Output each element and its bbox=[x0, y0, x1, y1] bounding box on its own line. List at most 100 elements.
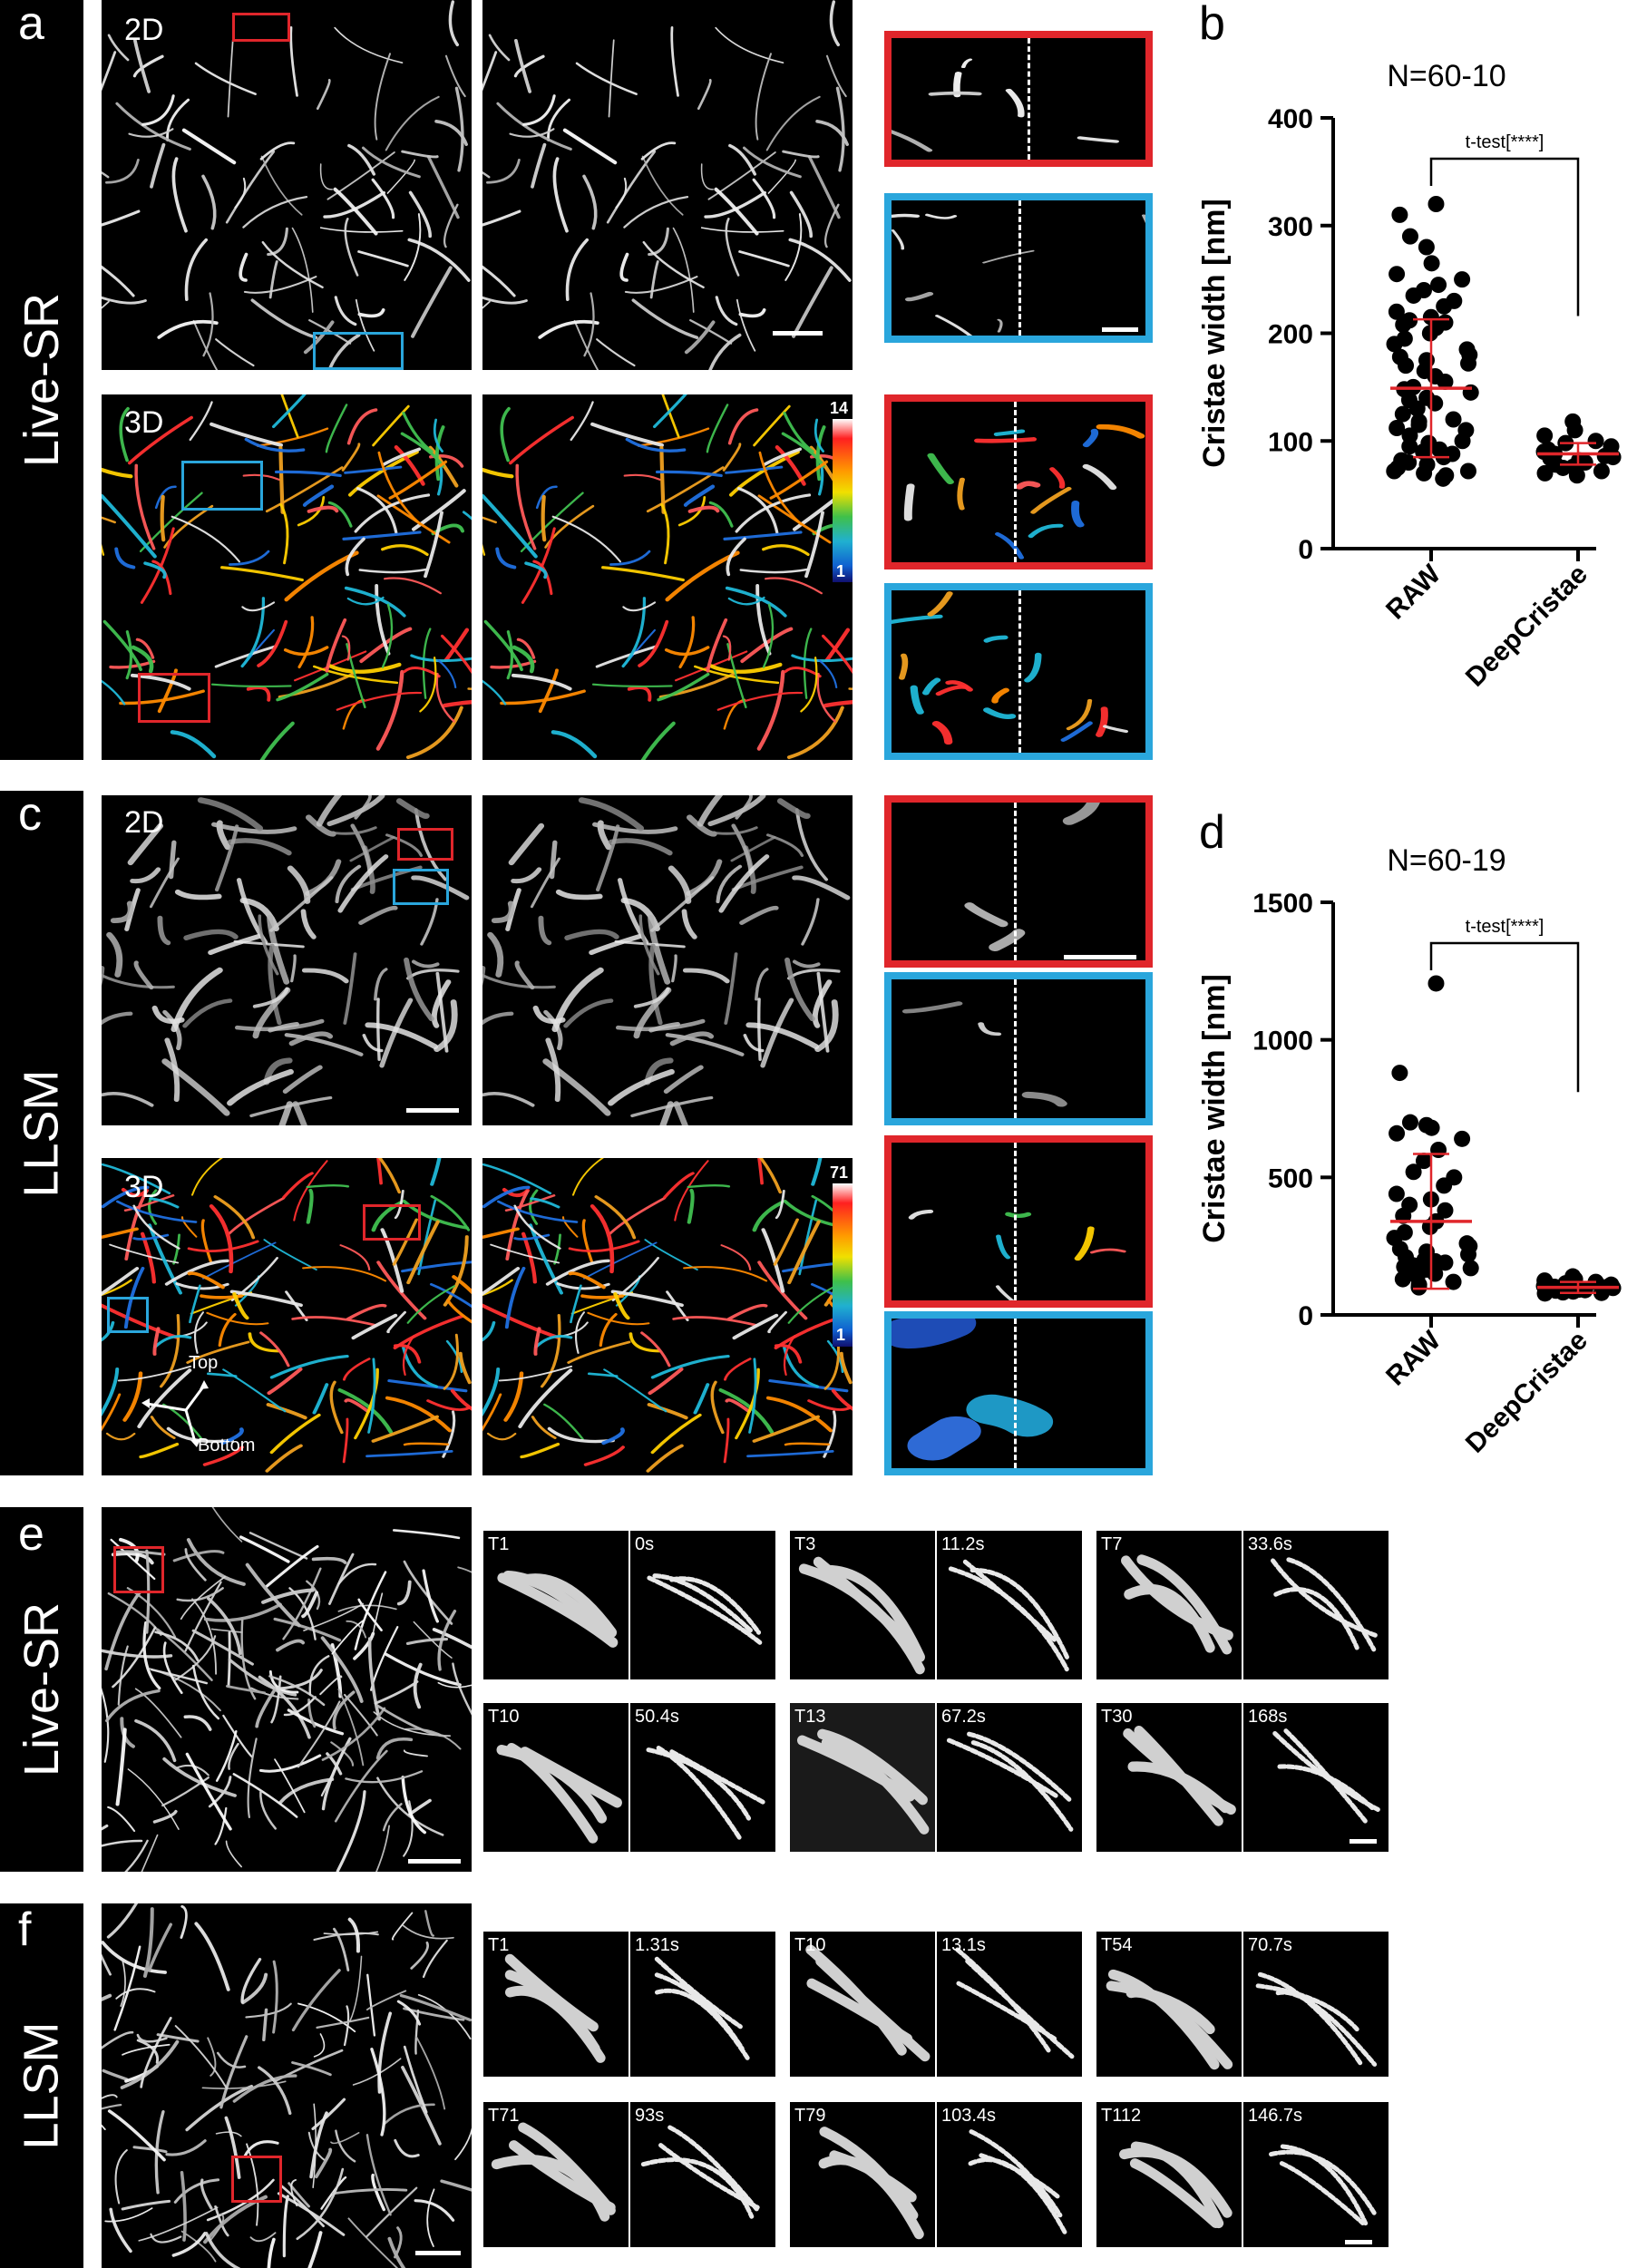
filament bbox=[666, 1290, 689, 1321]
filament bbox=[784, 957, 815, 1022]
filament bbox=[1255, 1983, 1359, 2032]
filament bbox=[541, 494, 547, 542]
filament bbox=[595, 645, 658, 668]
filament bbox=[206, 1311, 269, 1326]
filament bbox=[312, 2103, 317, 2189]
filament bbox=[757, 1158, 764, 1185]
filament bbox=[783, 1346, 820, 1388]
frame-index-label: T79 bbox=[794, 2106, 826, 2126]
filament bbox=[817, 1728, 928, 1806]
filament bbox=[302, 484, 335, 507]
line-profile bbox=[1018, 590, 1021, 753]
filament bbox=[665, 550, 740, 602]
filament bbox=[216, 2051, 247, 2068]
filament bbox=[798, 1199, 818, 1276]
filament bbox=[227, 1068, 294, 1106]
filament bbox=[321, 1707, 386, 1761]
panel-letter-e: e bbox=[18, 1508, 44, 1561]
filament bbox=[207, 1596, 242, 1656]
filament bbox=[120, 1958, 126, 2007]
filament bbox=[297, 495, 326, 527]
panel-letter-b: b bbox=[1199, 0, 1225, 50]
filament bbox=[102, 1393, 122, 1432]
filament bbox=[115, 1988, 156, 2000]
filament bbox=[892, 229, 905, 250]
filament bbox=[115, 1550, 166, 1556]
filament bbox=[670, 26, 679, 97]
filament bbox=[715, 26, 784, 63]
timelapse-tile-raw: T10 bbox=[483, 1703, 628, 1852]
filament bbox=[561, 1216, 579, 1238]
filament bbox=[792, 959, 821, 969]
filament bbox=[370, 2048, 386, 2137]
filament bbox=[504, 1970, 600, 2054]
filament bbox=[396, 1580, 412, 1606]
filament bbox=[508, 823, 545, 866]
inset-c2d-blue bbox=[884, 972, 1153, 1125]
filament bbox=[297, 1700, 341, 1768]
x-tick-label: DeepCristae bbox=[1460, 1326, 1593, 1459]
filament bbox=[663, 1172, 695, 1199]
filament bbox=[482, 493, 538, 559]
filament bbox=[660, 503, 670, 565]
filament bbox=[1277, 1764, 1375, 1811]
mito-filaments bbox=[496, 1742, 622, 1844]
filament bbox=[402, 1346, 439, 1388]
filament bbox=[313, 665, 399, 685]
filament bbox=[293, 1160, 328, 1222]
filament bbox=[1049, 467, 1066, 489]
line-profile bbox=[1018, 200, 1021, 336]
filament bbox=[401, 150, 439, 159]
filament bbox=[776, 798, 811, 819]
filament bbox=[979, 2153, 1061, 2200]
filament bbox=[387, 1379, 468, 1393]
filament bbox=[513, 1233, 551, 1241]
filament bbox=[307, 505, 339, 513]
filament bbox=[903, 483, 915, 521]
filament bbox=[982, 249, 1035, 264]
filament bbox=[667, 865, 692, 904]
filament bbox=[652, 1573, 755, 1634]
filament bbox=[301, 968, 349, 984]
filament bbox=[104, 1591, 141, 1671]
filament bbox=[180, 1575, 226, 1621]
filament bbox=[276, 672, 329, 702]
filament bbox=[312, 1383, 329, 1415]
filament bbox=[102, 679, 126, 706]
filament bbox=[241, 601, 276, 612]
filament bbox=[297, 616, 315, 669]
filament bbox=[570, 1284, 582, 1324]
filament bbox=[180, 1904, 188, 1939]
filament bbox=[183, 1715, 212, 1731]
filament bbox=[136, 2033, 168, 2043]
filament bbox=[326, 826, 377, 835]
data-point bbox=[1462, 1260, 1479, 1277]
filament bbox=[268, 260, 278, 299]
filament bbox=[650, 1413, 702, 1455]
filament bbox=[291, 227, 314, 313]
filament bbox=[450, 1388, 472, 1411]
filament bbox=[263, 1239, 317, 1270]
filament bbox=[157, 668, 178, 714]
filament bbox=[596, 338, 636, 367]
data-point bbox=[1454, 433, 1471, 450]
filament bbox=[723, 1417, 730, 1464]
data-point bbox=[1391, 1065, 1408, 1082]
mito-filaments bbox=[818, 2127, 924, 2240]
frame-time-label: 93s bbox=[635, 2106, 665, 2126]
filament bbox=[209, 1204, 234, 1274]
data-point bbox=[1460, 355, 1477, 372]
filament bbox=[194, 62, 257, 96]
filament bbox=[166, 98, 190, 141]
inset-a3d-blue bbox=[884, 583, 1153, 760]
filament bbox=[704, 190, 766, 219]
filament bbox=[482, 265, 516, 297]
filament bbox=[393, 1314, 465, 1350]
filament bbox=[764, 577, 823, 595]
filament bbox=[326, 1752, 343, 1776]
filament bbox=[462, 511, 472, 521]
filament bbox=[818, 659, 838, 689]
frame-time-label: 168s bbox=[1248, 1707, 1288, 1727]
filament bbox=[182, 998, 233, 1028]
timelapse-tile-deep: 168s bbox=[1243, 1703, 1389, 1852]
